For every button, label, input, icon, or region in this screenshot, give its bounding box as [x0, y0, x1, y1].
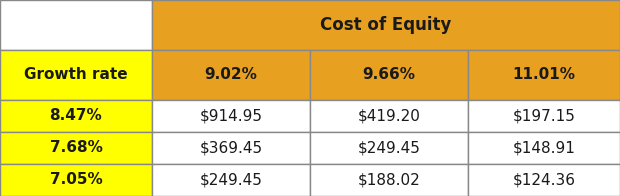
Text: $124.36: $124.36 [513, 172, 575, 187]
Text: $369.45: $369.45 [200, 140, 262, 155]
Text: 9.66%: 9.66% [363, 67, 415, 83]
Bar [0, 50, 152, 100]
Bar [468, 164, 620, 196]
Text: $188.02: $188.02 [358, 172, 420, 187]
Bar [0, 0, 152, 50]
Bar [0, 100, 152, 132]
Bar [468, 100, 620, 132]
Text: 7.05%: 7.05% [50, 172, 102, 187]
Bar [468, 132, 620, 164]
Bar [0, 164, 152, 196]
Text: $197.15: $197.15 [513, 108, 575, 123]
Bar [152, 0, 620, 50]
Text: 7.68%: 7.68% [50, 140, 102, 155]
Text: $249.45: $249.45 [358, 140, 420, 155]
Bar [0, 132, 152, 164]
Bar [152, 164, 310, 196]
Text: Growth rate: Growth rate [24, 67, 128, 83]
Bar [310, 100, 468, 132]
Bar [152, 50, 310, 100]
Bar [310, 50, 468, 100]
Text: $249.45: $249.45 [200, 172, 262, 187]
Bar [468, 50, 620, 100]
Text: 8.47%: 8.47% [50, 108, 102, 123]
Text: $419.20: $419.20 [358, 108, 420, 123]
Bar [152, 132, 310, 164]
Text: $148.91: $148.91 [513, 140, 575, 155]
Text: 9.02%: 9.02% [205, 67, 257, 83]
Text: 11.01%: 11.01% [513, 67, 575, 83]
Text: $914.95: $914.95 [200, 108, 262, 123]
Bar [310, 164, 468, 196]
Text: Cost of Equity: Cost of Equity [321, 16, 451, 34]
Bar [152, 100, 310, 132]
Bar [310, 132, 468, 164]
